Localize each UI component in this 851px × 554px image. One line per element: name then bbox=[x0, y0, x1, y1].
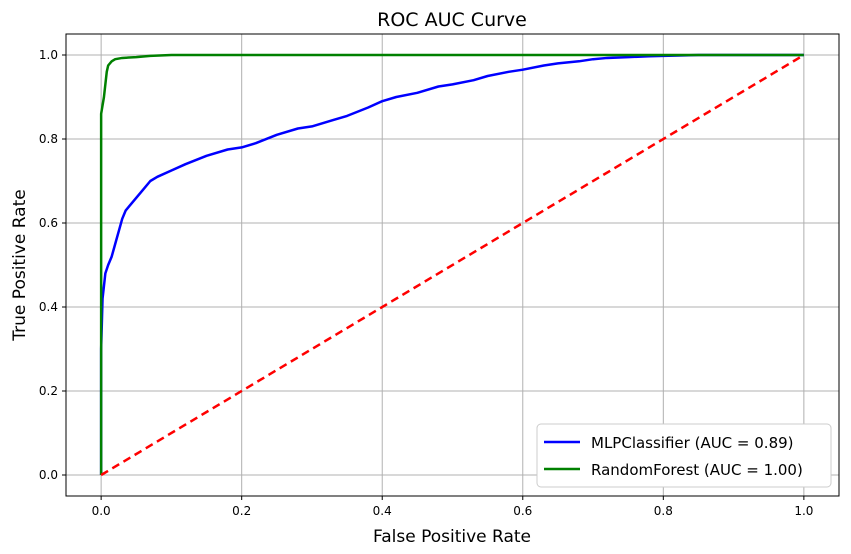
x-tick-label: 0.8 bbox=[654, 504, 673, 518]
legend-box bbox=[536, 423, 832, 488]
legend: MLPClassifier (AUC = 0.89) RandomForest … bbox=[536, 423, 832, 488]
series-line-randomforest bbox=[99, 53, 804, 475]
y-tick-label: 0.2 bbox=[39, 384, 58, 398]
y-tick-label: 1.0 bbox=[39, 48, 58, 62]
y-tick-label: 0.4 bbox=[39, 300, 58, 314]
series-line-mlpclassifier bbox=[99, 53, 804, 475]
y-tick-label: 0.0 bbox=[39, 468, 58, 482]
legend-label-mlpclassifier: MLPClassifier (AUC = 0.89) bbox=[591, 434, 794, 452]
series-layer bbox=[99, 53, 805, 477]
x-tick-label: 1.0 bbox=[794, 504, 813, 518]
chart-title: ROC AUC Curve bbox=[377, 9, 527, 31]
x-tick-label: 0.4 bbox=[373, 504, 392, 518]
y-tick-label: 0.6 bbox=[39, 216, 58, 230]
tick-layer: 0.0 0.2 0.4 0.6 0.8 1.0 0.0 0.2 0.4 0.6 0.8 1.0 bbox=[39, 48, 814, 518]
legend-label-randomforest: RandomForest (AUC = 1.00) bbox=[591, 461, 803, 479]
y-axis-label: True Positive Rate bbox=[10, 189, 30, 341]
x-tick-label: 0.0 bbox=[92, 504, 111, 518]
y-tick-label: 0.8 bbox=[39, 132, 58, 146]
x-tick-label: 0.6 bbox=[513, 504, 532, 518]
plot-frame bbox=[65, 33, 840, 497]
series-line-chance-diagonal bbox=[100, 53, 805, 477]
x-axis-label: False Positive Rate bbox=[373, 527, 531, 547]
x-tick-label: 0.2 bbox=[232, 504, 251, 518]
